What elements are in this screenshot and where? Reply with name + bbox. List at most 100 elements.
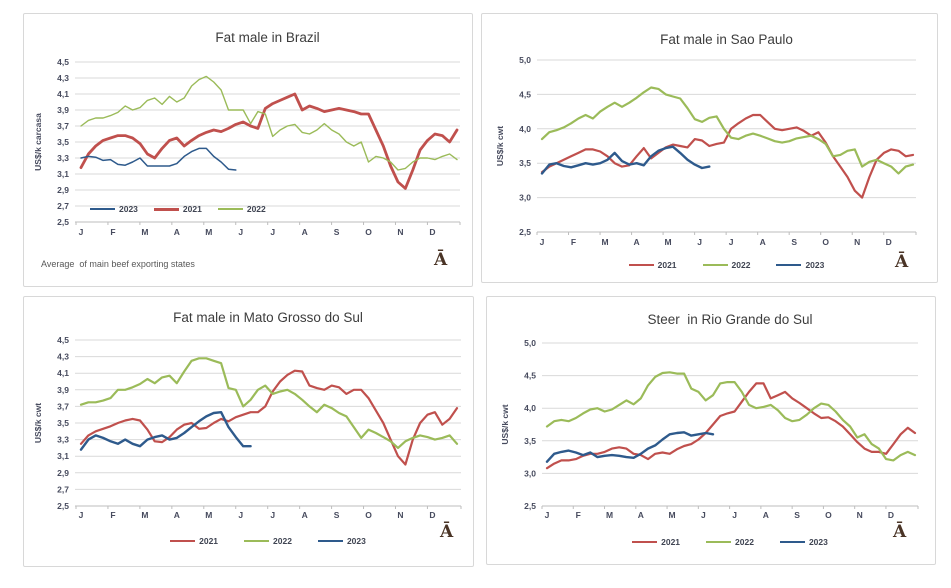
y-tick-label: 3,0 xyxy=(524,468,536,478)
x-tick-label: A xyxy=(638,510,644,520)
legend-swatch-2021 xyxy=(170,540,196,542)
legend-label: 2021 xyxy=(661,537,681,547)
x-tick-label: M xyxy=(141,227,148,237)
chart-footnote: Average of main beef exporting states xyxy=(41,259,195,269)
series-line-2021 xyxy=(540,113,915,199)
legend-item-2022: 2022 xyxy=(706,537,754,547)
legend-swatch-2021 xyxy=(632,541,658,543)
chart-panel-rio-grande-do-sul: Steer in Rio Grande do Sul 5,0 4,5 4,0 3,5 3… xyxy=(486,296,936,565)
series-line-2021 xyxy=(79,369,459,466)
legend-swatch-2023 xyxy=(779,541,805,543)
x-tick-label: A xyxy=(302,227,308,237)
y-tick-label: 2,5 xyxy=(519,227,531,237)
y-tick-label: 4,5 xyxy=(519,89,531,99)
y-tick-label: 4,5 xyxy=(57,335,69,345)
x-tick-label: F xyxy=(110,227,115,237)
legend-swatch-2023 xyxy=(776,264,802,266)
series-line-2022 xyxy=(79,357,459,449)
x-tick-label: J xyxy=(270,227,275,237)
legend-label: 2023 xyxy=(808,537,828,547)
series-line-2021 xyxy=(79,92,459,190)
x-tick-label: D xyxy=(429,227,435,237)
x-tick-label: M xyxy=(205,510,212,520)
chart-plot-brazil: 4,5 4,3 4,1 3,9 3,7 3,5 3,3 3,1 2,9 2,7 2,5 US$/k c… xyxy=(33,57,461,237)
x-tick-label: N xyxy=(397,227,403,237)
legend-label: 2022 xyxy=(246,204,266,214)
brand-logo-icon: Ā xyxy=(434,250,448,270)
x-tick-label: F xyxy=(571,237,576,247)
chart-legend-mato-grosso-do-sul: 2021 2022 2023 xyxy=(75,536,461,546)
legend-label: 2022 xyxy=(731,260,751,270)
legend-swatch-2023 xyxy=(317,540,343,542)
legend-item-2021: 2021 xyxy=(153,204,202,214)
y-tick-label: 2,9 xyxy=(57,468,69,478)
legend-item-2023: 2023 xyxy=(90,204,138,214)
chart-title-mato-grosso-do-sul: Fat male in Mato Grosso do Sul xyxy=(173,310,363,325)
y-axis-title: US$/k cwt xyxy=(500,404,510,444)
x-tick-label: A xyxy=(174,227,180,237)
legend-label: 2023 xyxy=(346,536,366,546)
x-tick-label: M xyxy=(606,510,613,520)
x-tick-label: A xyxy=(302,510,308,520)
x-tick-label: S xyxy=(791,237,797,247)
x-tick-label: J xyxy=(540,237,545,247)
y-tick-label: 3,0 xyxy=(519,193,531,203)
y-tick-label: 3,3 xyxy=(57,153,69,163)
legend-item-2022: 2022 xyxy=(217,204,266,214)
x-tick-label: N xyxy=(397,510,403,520)
x-tick-label: M xyxy=(141,510,148,520)
legend-item-2021: 2021 xyxy=(632,537,680,547)
brand-logo-icon: Ā xyxy=(893,522,907,542)
x-tick-label: M xyxy=(601,237,608,247)
series-line-2022 xyxy=(540,86,915,175)
series-line-2023 xyxy=(79,410,252,451)
chart-legend-rio-grande-do-sul: 2021 2022 2023 xyxy=(542,537,918,547)
y-tick-label: 4,5 xyxy=(57,57,69,67)
y-tick-label: 2,5 xyxy=(57,217,69,227)
legend-swatch-2023 xyxy=(90,208,115,210)
x-tick-label: O xyxy=(365,227,372,237)
series-line-2023 xyxy=(80,147,237,171)
y-tick-label: 3,5 xyxy=(524,436,536,446)
x-tick-label: J xyxy=(732,510,737,520)
x-tick-label: D xyxy=(429,510,435,520)
legend-item-2022: 2022 xyxy=(702,260,751,270)
y-tick-label: 3,5 xyxy=(519,158,531,168)
x-tick-label: F xyxy=(576,510,581,520)
chart-panel-mato-grosso-do-sul: Fat male in Mato Grosso do Sul 4,5 4,3 4,1… xyxy=(23,296,474,567)
chart-legend-brazil: 2023 2021 2022 xyxy=(90,204,266,214)
legend-label: 2021 xyxy=(657,260,677,270)
legend-item-2023: 2023 xyxy=(776,260,824,270)
y-tick-label: 5,0 xyxy=(524,338,536,348)
x-tick-label: J xyxy=(79,510,84,520)
y-tick-label: 2,5 xyxy=(524,501,536,511)
series-line-2022 xyxy=(80,75,458,171)
legend-swatch-2021 xyxy=(153,207,179,211)
y-tick-label: 3,5 xyxy=(57,137,69,147)
y-tick-label: 2,7 xyxy=(57,484,69,494)
x-tick-label: J xyxy=(545,510,550,520)
y-tick-label: 3,7 xyxy=(57,401,69,411)
y-tick-label: 2,5 xyxy=(57,501,69,511)
series-line-2023 xyxy=(545,431,715,463)
x-tick-label: A xyxy=(174,510,180,520)
x-tick-label: O xyxy=(365,510,372,520)
x-tick-label: N xyxy=(854,237,860,247)
y-tick-label: 4,1 xyxy=(57,89,69,99)
legend-item-2023: 2023 xyxy=(779,537,828,547)
series-line-2021 xyxy=(545,382,917,470)
chart-legend-sao-paulo: 2021 2022 2023 xyxy=(537,260,916,270)
chart-plot-mato-grosso-do-sul: 4,5 4,3 4,1 3,9 3,7 3,5 3,3 3,1 2,9 2,7 2,5 US$/k c… xyxy=(33,335,462,520)
legend-swatch-2022 xyxy=(706,541,732,543)
x-tick-label: S xyxy=(334,227,340,237)
x-tick-label: O xyxy=(825,510,832,520)
x-tick-label: D xyxy=(886,237,892,247)
legend-swatch-2022 xyxy=(244,540,270,542)
x-tick-label: J xyxy=(697,237,702,247)
y-tick-label: 3,7 xyxy=(57,121,69,131)
series-line-2022 xyxy=(545,371,917,462)
y-tick-label: 3,1 xyxy=(57,451,69,461)
x-tick-label: A xyxy=(633,237,639,247)
legend-label: 2022 xyxy=(735,537,754,547)
x-tick-label: M xyxy=(205,227,212,237)
